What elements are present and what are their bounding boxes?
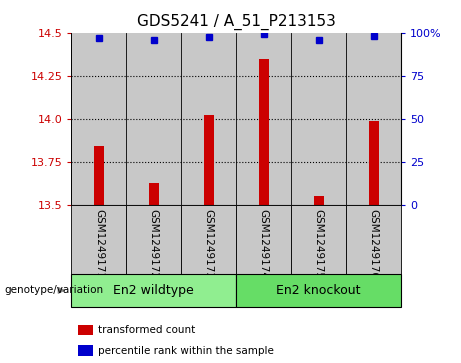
FancyBboxPatch shape xyxy=(126,205,181,274)
Text: percentile rank within the sample: percentile rank within the sample xyxy=(98,346,274,356)
Text: En2 wildtype: En2 wildtype xyxy=(113,284,194,297)
Bar xyxy=(259,58,269,205)
Bar xyxy=(291,33,346,205)
Bar xyxy=(78,325,93,335)
FancyBboxPatch shape xyxy=(236,205,291,274)
Title: GDS5241 / A_51_P213153: GDS5241 / A_51_P213153 xyxy=(137,14,336,30)
Text: GSM1249171: GSM1249171 xyxy=(94,208,104,278)
Bar xyxy=(236,33,291,205)
FancyBboxPatch shape xyxy=(71,274,236,307)
Text: GSM1249175: GSM1249175 xyxy=(313,208,324,278)
Bar xyxy=(369,121,378,205)
Bar xyxy=(314,196,324,205)
Text: GSM1249173: GSM1249173 xyxy=(204,208,214,278)
Bar xyxy=(204,115,214,205)
Text: GSM1249174: GSM1249174 xyxy=(259,208,269,278)
Text: GSM1249176: GSM1249176 xyxy=(369,208,378,278)
Text: En2 knockout: En2 knockout xyxy=(277,284,361,297)
Text: GSM1249172: GSM1249172 xyxy=(149,208,159,278)
Bar xyxy=(181,33,236,205)
Bar xyxy=(94,146,104,205)
Bar xyxy=(71,33,126,205)
Bar xyxy=(346,33,401,205)
FancyBboxPatch shape xyxy=(291,205,346,274)
Bar xyxy=(126,33,181,205)
FancyBboxPatch shape xyxy=(71,205,126,274)
FancyBboxPatch shape xyxy=(346,205,401,274)
Text: transformed count: transformed count xyxy=(98,325,195,335)
Text: genotype/variation: genotype/variation xyxy=(5,285,104,295)
Bar xyxy=(78,345,93,356)
FancyBboxPatch shape xyxy=(181,205,236,274)
FancyBboxPatch shape xyxy=(236,274,401,307)
Bar xyxy=(149,183,159,205)
